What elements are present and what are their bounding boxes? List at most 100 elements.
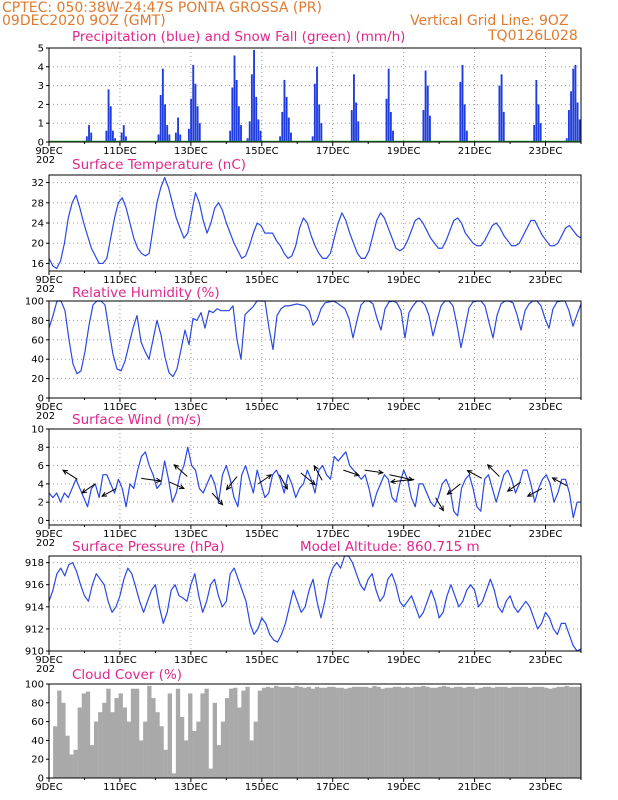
precip-bar [392, 130, 394, 142]
wind-xtick-label: 23DEC [529, 529, 563, 540]
precip-bar [311, 136, 314, 142]
wind-arrow [343, 469, 360, 476]
cloud-bar [184, 740, 189, 778]
cloud-bar [241, 690, 246, 778]
pressure-xtick-label: 15DEC [245, 655, 279, 666]
cloud-bar [278, 686, 283, 778]
cloud-ytick-label: 20 [31, 755, 44, 766]
precip-xtick-label: 15DEC [245, 146, 279, 157]
precip-panel: 0 1 2 3 4 5 9DEC 11DEC 13DEC 15DEC 17DEC 19DEC 21DEC… [35, 44, 582, 166]
cloud-bar [249, 740, 254, 778]
temp-ytick-label: 28 [31, 198, 44, 209]
rh-xtick-label: 19DEC [387, 402, 421, 413]
cloud-bar [89, 745, 95, 778]
precip-bar [318, 104, 321, 142]
precip-bar [539, 123, 542, 142]
rh-ytick-label: 0 [38, 394, 44, 405]
precip-bar [248, 121, 251, 142]
precip-bar [285, 96, 288, 142]
cloud-bar [576, 686, 582, 778]
cloud-ytick-label: 80 [31, 698, 44, 709]
precip-bar [164, 104, 166, 142]
temp-ytick-label: 20 [31, 239, 44, 250]
cloud-bar [351, 686, 357, 778]
precip-bar [190, 98, 193, 142]
precip-bar [177, 117, 179, 142]
precip-bar [109, 106, 112, 142]
precip-bar [229, 130, 232, 142]
cloud-bar [470, 686, 475, 778]
cloud-bar [229, 688, 234, 778]
precip-ytick-label: 4 [38, 62, 44, 73]
precip-bar [107, 89, 110, 142]
cloud-panel: 0 20 40 60 80 100 9DEC 11DEC 13DEC 15DEC 17DEC 19DE… [25, 680, 582, 793]
wind-line [48, 446, 581, 519]
pressure-xtick-label: 17DEC [316, 655, 350, 666]
precip-bar [316, 66, 318, 142]
wind-arrow [211, 492, 223, 506]
wind-xtick-label: 11DEC [103, 529, 137, 540]
wind-arrow [447, 483, 461, 495]
precip-bar [426, 85, 429, 142]
cloud-bar [376, 686, 381, 778]
rh-xtick-label: 23DEC [529, 402, 563, 413]
precip-bar [166, 125, 169, 142]
wind-arrow [467, 470, 482, 479]
header-vertical-grid-note: Vertical Grid Line: 9OZ [410, 13, 569, 29]
cloud-bar [216, 745, 222, 778]
cloud-bar [421, 685, 426, 778]
cloud-xtick-label: 9DEC [35, 782, 62, 793]
wind-arrow-head [551, 477, 558, 483]
cloud-bar [564, 685, 569, 778]
precip-bar [533, 125, 536, 142]
cloud-bar [396, 686, 402, 778]
temp-ytick-label: 16 [31, 259, 44, 270]
wind-arrow [507, 481, 521, 492]
precip-bar [465, 130, 468, 142]
pressure-xtick-label: 13DEC [174, 655, 208, 666]
cloud-bar [409, 687, 414, 778]
cloud-ytick-label: 40 [31, 736, 44, 747]
header-run-date: 09DEC2020 9OZ (GMT) [2, 13, 166, 29]
wind-ytick-label: 10 [31, 425, 44, 436]
cloud-bar [319, 687, 324, 778]
rh-xtick-label: 11DEC [103, 402, 137, 413]
precip-bar [231, 87, 234, 142]
cloud-bar [261, 687, 267, 778]
precip-xtick-label: 17DEC [316, 146, 350, 157]
precip-bar [122, 125, 125, 142]
cloud-bar [282, 686, 287, 778]
pressure-ytick-label: 916 [25, 580, 44, 591]
cloud-bar [531, 686, 537, 778]
cloud-bar [274, 685, 279, 778]
precip-bar [281, 111, 284, 142]
temp-title: Surface Temperature (nC) [72, 157, 246, 173]
precip-bar [565, 138, 568, 142]
cloud-bar [126, 721, 132, 778]
precip-bar [255, 96, 258, 142]
cloud-bar [417, 686, 422, 778]
precip-bar [535, 79, 538, 142]
pressure-ytick-label: 910 [25, 647, 44, 658]
rh-ytick-label: 60 [31, 335, 44, 346]
temp-xtick-label: 13DEC [174, 275, 208, 286]
cloud-bar [323, 687, 328, 778]
wind-arrow [257, 474, 272, 485]
cloud-bar [347, 687, 353, 778]
cloud-bar [474, 688, 479, 778]
temp-xtick-label: 9DEC [35, 275, 62, 286]
cloud-bar [306, 686, 312, 778]
precip-ytick-label: 0 [38, 138, 44, 149]
precip-bar [85, 136, 88, 142]
precip-bar [578, 119, 581, 142]
cloud-bar [560, 686, 565, 778]
cloud-bar [425, 686, 430, 778]
wind-arrow [487, 464, 500, 477]
cloud-bar [478, 687, 483, 778]
cloud-xtick-label: 11DEC [103, 782, 137, 793]
cloud-bar [355, 686, 361, 778]
wind-arrow-head [225, 484, 232, 491]
rh-xtick-label: 9DEC [35, 402, 62, 413]
precip-bar [459, 81, 462, 142]
wind-ytick-label: 6 [38, 461, 44, 472]
